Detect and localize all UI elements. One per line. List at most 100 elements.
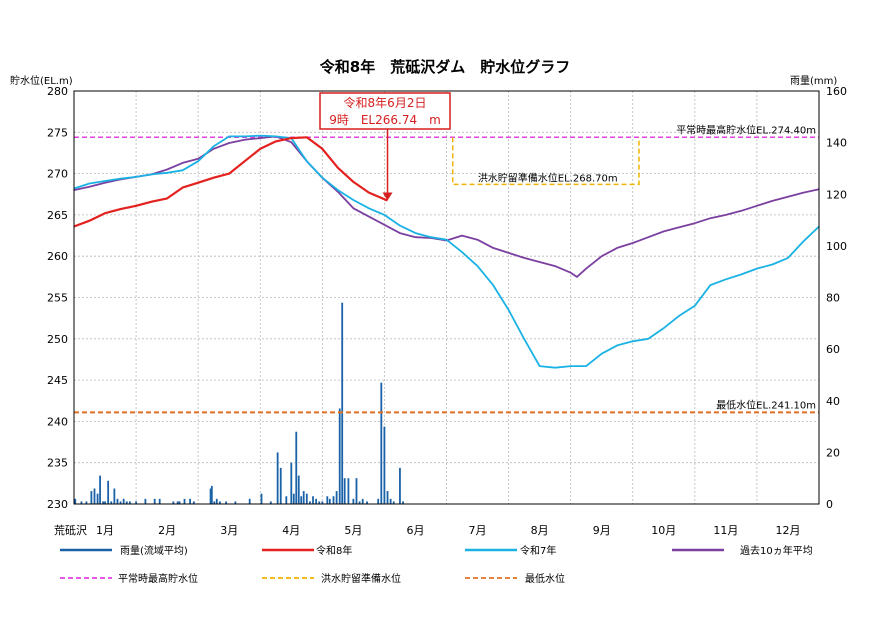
x-month-label: 6月 [406,524,424,537]
y-right-tick-label: 20 [826,446,840,459]
rainfall-bar [399,467,401,504]
y-right-tick-label: 60 [826,343,840,356]
rainfall-bar [178,501,181,504]
legend-label-max: 平常時最高貯水位 [118,572,198,585]
y-right-tick-label: 80 [826,292,840,305]
legend-label-min: 最低水位 [525,572,565,585]
rainfall-bar [276,452,279,504]
rainfall-bar [358,501,361,504]
rainfall-bar [309,501,311,504]
y-right-tick-label: 160 [826,85,847,98]
chart-title: 令和8年 荒砥沢ダム 貯水位グラフ [320,58,570,76]
rainfall-bar [135,501,137,504]
y-left-tick-label: 245 [47,374,68,387]
rainfall-bar [347,478,350,504]
rainfall-bar [176,501,179,504]
y-left-tick-label: 265 [47,209,68,222]
rainfall-bar [355,478,358,504]
rainfall-bar [312,496,314,504]
rainfall-bar [318,501,321,504]
x-month-label: 8月 [531,524,549,537]
legend-label-r7: 令和7年 [520,544,556,557]
y-left-tick-label: 235 [47,457,68,470]
x-axis-name: 荒砥沢 [54,523,87,537]
rainfall-bar [332,496,335,504]
rainfall-bar [315,498,318,504]
rainfall-bar [209,488,212,504]
rainfall-bar [285,496,288,504]
rainfall-bar [392,501,395,504]
rainfall-bar [85,501,88,504]
rainfall-bar [305,493,308,504]
axis-ticks: 230 235 240 245 250 255 260 265 270 275 280 0 20 40 60… [47,85,847,537]
rainfall-bar [386,491,389,504]
rainfall-bar [80,501,83,504]
y-right-tick-label: 40 [826,395,840,408]
rainfall-bar [225,501,228,504]
rainfall-bar [338,408,341,504]
rainfall-bar [113,488,116,504]
callout-box [319,92,451,130]
y-left-tick-label: 255 [47,292,68,305]
rainfall-bar [380,382,383,504]
max-level-label: 平常時最高貯水位EL.274.40m [676,123,816,136]
rainfall-bar [260,493,263,504]
rainfall-bar [107,480,110,504]
rainfall-bar [383,426,386,504]
x-month-label: 1月 [96,524,114,537]
rainfall-bar [300,496,303,504]
rainfall-bar [90,491,93,504]
rainfall-bar [218,501,221,504]
rainfall-bar [102,501,105,504]
rainfall-bar [144,498,147,504]
rainfall-bar [341,302,344,504]
rainfall-bar [248,498,251,504]
x-month-label: 3月 [220,524,238,537]
rainfall-bar [377,498,380,504]
x-month-label: 12月 [775,524,800,537]
y-left-tick-label: 270 [47,168,68,181]
x-month-label: 7月 [469,524,487,537]
y-right-tick-label: 140 [826,137,847,150]
rainfall-bar [153,498,156,504]
y-left-tick-label: 280 [47,85,68,98]
y-left-tick-label: 240 [47,415,68,428]
rainfall-bar [213,501,216,504]
y-right-tick-label: 0 [826,498,833,511]
series-lines [73,134,820,369]
y-right-tick-label: 100 [826,240,847,253]
plot-frame [73,90,820,505]
rainfall-bar [290,462,293,504]
x-month-label: 2月 [158,524,176,537]
rainfall-bar [104,501,106,504]
y-left-tick-label: 230 [47,498,68,511]
legend-label-flood: 洪水貯留準備水位 [321,572,401,585]
x-month-label: 11月 [713,524,738,537]
grid [74,91,819,504]
rainfall-bar [352,498,355,504]
x-month-label: 10月 [651,524,676,537]
y-left-tick-label: 275 [47,126,68,139]
legend-label-r8: 令和8年 [316,544,352,557]
rainfall-bar [297,475,300,504]
x-month-label: 9月 [593,524,611,537]
rainfall-bar [110,501,113,504]
rainfall-bar [328,498,331,504]
y-left-tick-label: 250 [47,333,68,346]
y-axis-right-label: 雨量(mm) [790,75,837,87]
rainfall-bar [74,498,77,504]
rainfall-bar [158,498,161,504]
rainfall-bar [402,501,404,504]
rainfall-bar [335,491,338,504]
flood-level-line [451,137,640,186]
rainfall-bar [389,498,392,504]
series-line-r8 [73,136,388,228]
rainfall-bar [343,478,346,504]
y-right-tick-label: 120 [826,188,847,201]
min-level-label: 最低水位EL.241.10m [716,398,816,411]
rainfall-bar [366,501,368,504]
callout-line2: 9時 EL266.74 m [329,113,441,127]
callout-line1: 令和8年6月2日 [344,95,427,110]
